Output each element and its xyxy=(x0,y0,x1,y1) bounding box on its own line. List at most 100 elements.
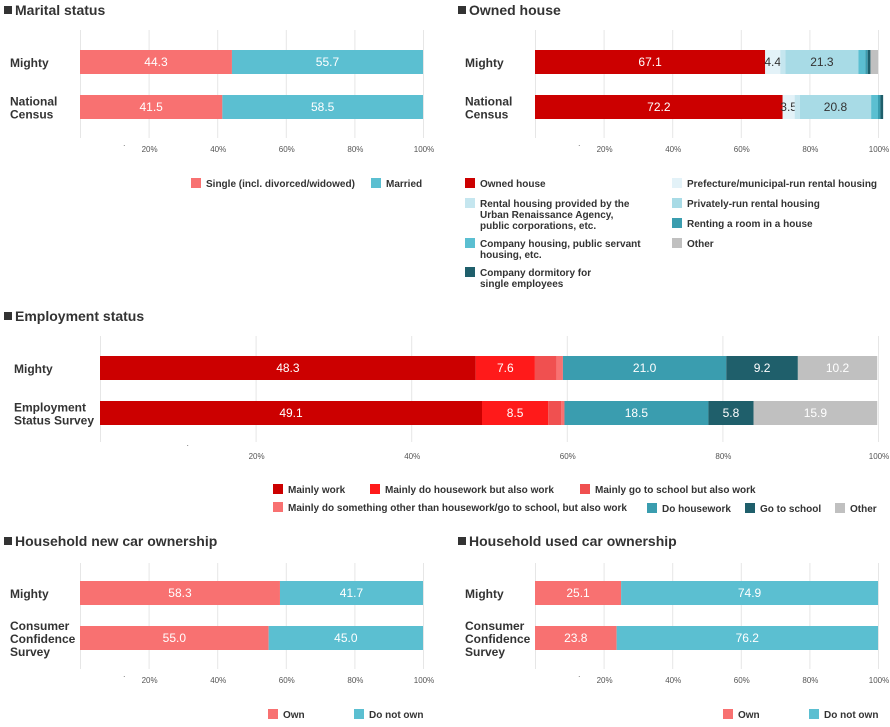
category-label: Mighty xyxy=(465,56,504,70)
x-tick-label: 20% xyxy=(597,145,613,154)
bar-segment xyxy=(871,95,878,119)
legend-label: Privately-run rental housing xyxy=(687,199,820,210)
data-label: 41.7 xyxy=(340,586,364,600)
legend-item: Married xyxy=(371,178,422,190)
category-label-line: National xyxy=(465,95,512,109)
legend-label-line: Rental housing provided by the xyxy=(480,199,630,210)
legend-item: Prefecture/municipal-run rental housing xyxy=(672,178,877,190)
bar-segment xyxy=(535,581,622,605)
legend-item: Company dormitory for single employees xyxy=(465,267,591,290)
bar-segment xyxy=(534,356,557,380)
category-label-line: Mighty xyxy=(465,587,504,601)
chart-employment: Employment status. 20% 40% 60% 80% 100% Mighty… xyxy=(4,308,889,515)
category-label-line: Employment xyxy=(14,401,86,415)
data-label: 23.8 xyxy=(564,631,588,645)
data-label: 72.2 xyxy=(647,100,671,114)
data-label: 55.7 xyxy=(316,55,340,69)
title-marker-icon xyxy=(458,6,466,14)
data-label: 67.1 xyxy=(638,55,662,69)
x-tick-label: 80% xyxy=(347,145,363,154)
x-tick-label: 100% xyxy=(414,145,434,154)
bar-segment xyxy=(621,581,878,605)
legend-item: Own xyxy=(268,709,305,721)
tick-dot: . xyxy=(578,139,580,148)
legend-item: Privately-run rental housing xyxy=(672,198,820,210)
legend-label: Mainly do something other than housework… xyxy=(288,503,627,514)
legend-swatch-icon xyxy=(580,484,590,494)
x-tick-label: 20% xyxy=(142,676,158,685)
legend-item: Owned house xyxy=(465,178,546,190)
category-label: Mighty xyxy=(10,587,49,601)
bar-segment xyxy=(616,626,878,650)
x-tick-label: 60% xyxy=(279,145,295,154)
legend-label-line: Own xyxy=(283,710,305,721)
legend-label: Other xyxy=(687,239,714,250)
legend-swatch-icon xyxy=(370,484,380,494)
legend-swatch-icon xyxy=(371,178,381,188)
chart-title: Household new car ownership xyxy=(15,533,217,549)
bar-segment xyxy=(475,356,535,380)
legend-item: Do housework xyxy=(647,503,731,515)
category-label-line: Census xyxy=(10,108,54,122)
data-label: 4.4 xyxy=(764,55,781,69)
legend-label: Go to school xyxy=(760,504,821,515)
legend-label-line: Other xyxy=(687,239,714,250)
bar-segment xyxy=(561,401,565,425)
bar-segment xyxy=(535,50,766,74)
legend-label: Own xyxy=(283,710,305,721)
data-label: 41.5 xyxy=(139,100,163,114)
bar-segment xyxy=(782,95,795,119)
legend-label-line: Renting a room in a house xyxy=(687,219,813,230)
legend-item: Mainly work xyxy=(273,484,346,496)
legend-label-line: Do housework xyxy=(662,504,731,515)
x-tick-label: 100% xyxy=(869,452,889,461)
x-tick-label: 60% xyxy=(279,676,295,685)
category-label: National Census xyxy=(10,95,57,122)
data-label: 9.2 xyxy=(754,361,771,375)
bar-segment xyxy=(797,356,878,380)
data-label: 21.3 xyxy=(810,55,834,69)
legend-label: Mainly do housework but also work xyxy=(385,485,554,496)
x-tick-label: 60% xyxy=(734,145,750,154)
x-tick-label: 40% xyxy=(210,676,226,685)
bar-segment xyxy=(222,95,423,119)
data-label: 20.8 xyxy=(824,100,848,114)
category-label: National Census xyxy=(465,95,512,122)
legend-label-line: Privately-run rental housing xyxy=(687,199,820,210)
bar-segment xyxy=(726,356,798,380)
data-label: 49.1 xyxy=(279,406,303,420)
bar-segment xyxy=(780,50,786,74)
bar-segment xyxy=(100,356,476,380)
bar-segment xyxy=(794,95,800,119)
category-label-line: Mighty xyxy=(10,587,49,601)
legend-item: Other xyxy=(672,238,714,250)
legend-label-line: Single (incl. divorced/widowed) xyxy=(206,179,355,190)
legend-item: Company housing, public servant housing, … xyxy=(465,238,641,261)
data-label: 18.5 xyxy=(625,406,649,420)
title-marker-icon xyxy=(458,537,466,545)
legend-label-line: Other xyxy=(850,504,877,515)
legend-label-line: Company dormitory for xyxy=(480,268,591,279)
bar-segment xyxy=(785,50,859,74)
legend-label-line: housing, etc. xyxy=(480,250,542,261)
data-label: 10.2 xyxy=(826,361,850,375)
legend-item: Other xyxy=(835,503,877,515)
category-label-line: National xyxy=(10,95,57,109)
legend-item: Single (incl. divorced/widowed) xyxy=(191,178,355,190)
category-label: Consumer Confidence Survey xyxy=(10,619,76,659)
chart-title: Employment status xyxy=(15,308,144,324)
chart-house: Owned house. 20% 40% 60% 80% 100% Mighty Nation… xyxy=(458,2,889,290)
legend-swatch-icon xyxy=(465,267,475,277)
legend-label-line: Mainly work xyxy=(288,485,346,496)
legend-label: Company dormitory for single employees xyxy=(480,268,591,290)
legend: Owned house Prefecture/municipal-run rent… xyxy=(465,178,877,290)
bar-segment xyxy=(867,50,871,74)
x-tick-label: 40% xyxy=(404,452,420,461)
legend-swatch-icon xyxy=(672,218,682,228)
bar-segment xyxy=(765,50,781,74)
data-label: 48.3 xyxy=(276,361,300,375)
legend-swatch-icon xyxy=(354,709,364,719)
bar-segment xyxy=(870,50,878,74)
bar-segment xyxy=(268,626,423,650)
x-tick-label: 80% xyxy=(347,676,363,685)
